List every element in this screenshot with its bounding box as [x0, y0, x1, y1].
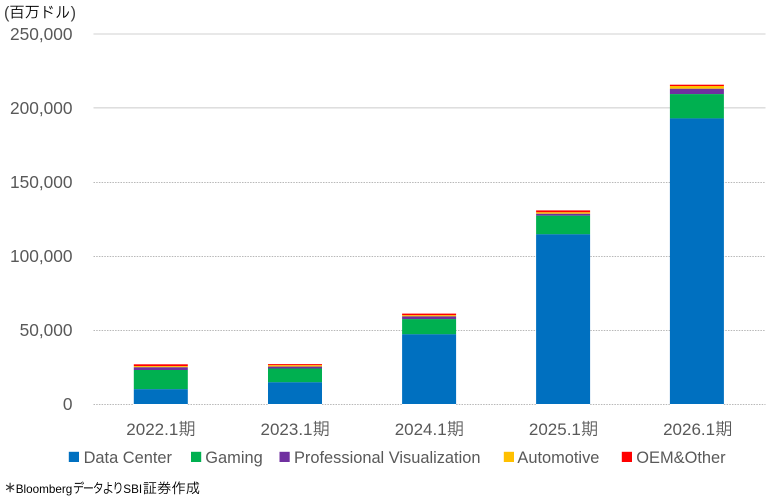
svg-text:200,000: 200,000 — [10, 98, 72, 118]
svg-text:250,000: 250,000 — [10, 24, 72, 44]
svg-text:Bloomberg: Bloomberg — [16, 483, 73, 496]
svg-text:100,000: 100,000 — [10, 246, 72, 266]
svg-text:2025.1: 2025.1 — [529, 420, 581, 439]
svg-text:2022.1: 2022.1 — [126, 420, 178, 439]
svg-text:): ) — [71, 4, 76, 22]
svg-text:150,000: 150,000 — [10, 172, 72, 192]
svg-text:Professional Visualization: Professional Visualization — [294, 449, 480, 467]
svg-text:Gaming: Gaming — [205, 449, 262, 467]
svg-text:Data Center: Data Center — [84, 449, 173, 467]
svg-text:OEM&Other: OEM&Other — [636, 449, 726, 467]
svg-text:2026.1: 2026.1 — [663, 420, 715, 439]
svg-text:SBI: SBI — [123, 483, 142, 496]
svg-text:2023.1: 2023.1 — [261, 420, 313, 439]
svg-text:Automotive: Automotive — [517, 449, 599, 467]
svg-text:(: ( — [4, 4, 10, 22]
svg-text:0: 0 — [63, 394, 73, 414]
svg-text:2024.1: 2024.1 — [395, 420, 447, 439]
svg-text:50,000: 50,000 — [20, 320, 73, 340]
